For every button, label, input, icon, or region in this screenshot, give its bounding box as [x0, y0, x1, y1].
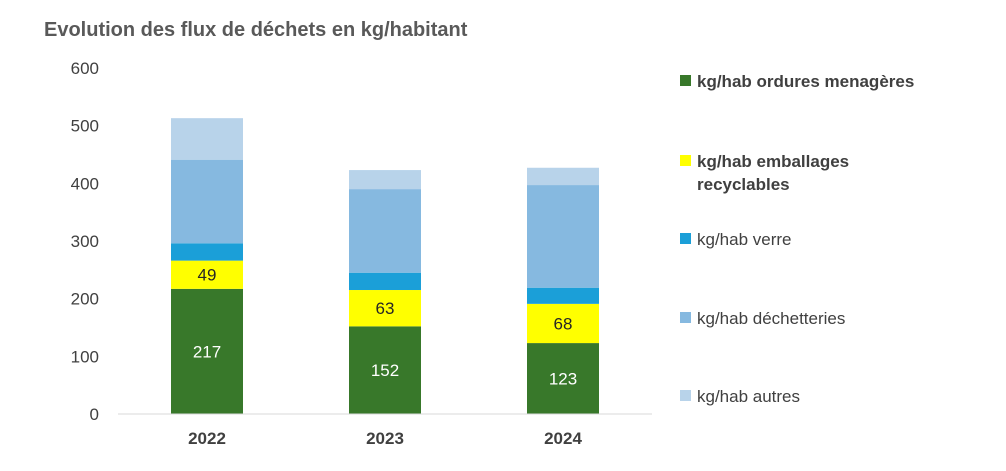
- legend-label: kg/hab verre: [697, 230, 792, 249]
- legend-swatch: [680, 312, 691, 323]
- bar-segment: [527, 167, 599, 186]
- data-label: 152: [371, 361, 399, 380]
- y-tick-label: 100: [71, 347, 99, 366]
- bar-segment: [171, 288, 243, 414]
- x-tick-label: 2022: [188, 429, 226, 448]
- data-label: 68: [554, 314, 573, 333]
- legend-label: kg/hab emballages recyclables: [697, 152, 849, 194]
- bar-segment: [171, 243, 243, 261]
- legend-swatch: [680, 155, 691, 166]
- bar-segment: [527, 303, 599, 344]
- bar-segment: [349, 189, 421, 273]
- bar-segment: [527, 287, 599, 304]
- legend-label: kg/hab ordures menagères: [697, 72, 914, 91]
- legend-swatch: [680, 75, 691, 86]
- y-tick-label: 400: [71, 174, 99, 193]
- bar-segment: [349, 290, 421, 327]
- x-tick-label: 2024: [544, 429, 582, 448]
- data-label: 49: [198, 266, 217, 285]
- legend: kg/hab ordures menagères kg/hab emballage…: [680, 72, 914, 406]
- legend-swatch: [680, 390, 691, 401]
- x-tick-label: 2023: [366, 429, 404, 448]
- y-tick-label: 0: [90, 405, 99, 424]
- legend-label: kg/hab autres: [697, 387, 800, 406]
- y-tick-label: 300: [71, 232, 99, 251]
- bar-segment: [171, 159, 243, 244]
- x-axis: 2022 2023 2024: [118, 413, 652, 448]
- bar-segment: [171, 260, 243, 289]
- legend-label: kg/hab déchetteries: [697, 309, 845, 328]
- bar-segment: [349, 272, 421, 291]
- bar-segment: [349, 326, 421, 414]
- data-label: 63: [376, 299, 395, 318]
- data-label: 217: [193, 342, 221, 361]
- bar-segment: [349, 170, 421, 190]
- y-tick-label: 600: [71, 59, 99, 78]
- bar-segment: [527, 185, 599, 288]
- chart-title: Evolution des flux de déchets en kg/habi…: [44, 19, 468, 41]
- y-tick-label: 200: [71, 290, 99, 309]
- bar-segment: [527, 343, 599, 414]
- bar-segment: [171, 118, 243, 160]
- y-tick-label: 500: [71, 117, 99, 136]
- legend-swatch: [680, 233, 691, 244]
- bars: 217 49 152 63 123 68: [171, 118, 599, 414]
- y-axis: 0 100 200 300 400 500 600: [71, 59, 99, 424]
- data-label: 123: [549, 370, 577, 389]
